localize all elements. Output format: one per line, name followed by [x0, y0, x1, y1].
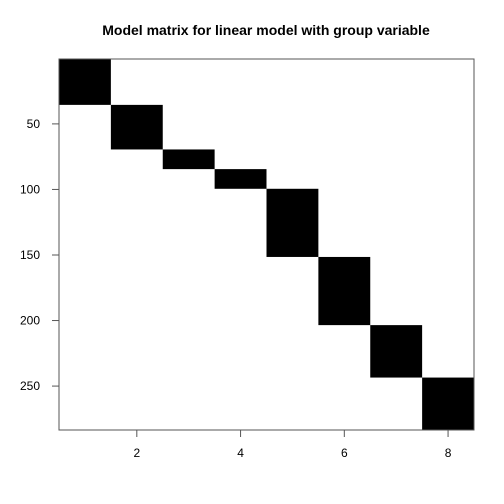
matrix-block-col-1: [59, 59, 111, 105]
x-tick-label-2: 2: [133, 446, 140, 460]
chart-title: Model matrix for linear model with group…: [102, 22, 430, 38]
matrix-block-col-7: [370, 325, 422, 377]
matrix-block-col-4: [215, 169, 267, 189]
matrix-block-col-2: [111, 105, 163, 150]
matrix-block-col-5: [267, 189, 319, 257]
y-tick-label-50: 50: [27, 117, 41, 131]
matrix-block-col-8: [422, 378, 474, 430]
y-tick-label-250: 250: [20, 379, 40, 393]
y-axis: 50 100 150 200 250: [20, 117, 59, 393]
x-tick-label-6: 6: [341, 446, 348, 460]
matrix-blocks: [59, 59, 474, 430]
y-tick-label-150: 150: [20, 248, 40, 262]
x-tick-label-8: 8: [445, 446, 452, 460]
x-axis: 2 4 6 8: [133, 430, 451, 460]
matrix-block-col-3: [163, 149, 215, 169]
x-tick-label-4: 4: [237, 446, 244, 460]
matrix-block-col-6: [318, 257, 370, 325]
y-tick-label-100: 100: [20, 182, 40, 196]
y-tick-label-200: 200: [20, 314, 40, 328]
